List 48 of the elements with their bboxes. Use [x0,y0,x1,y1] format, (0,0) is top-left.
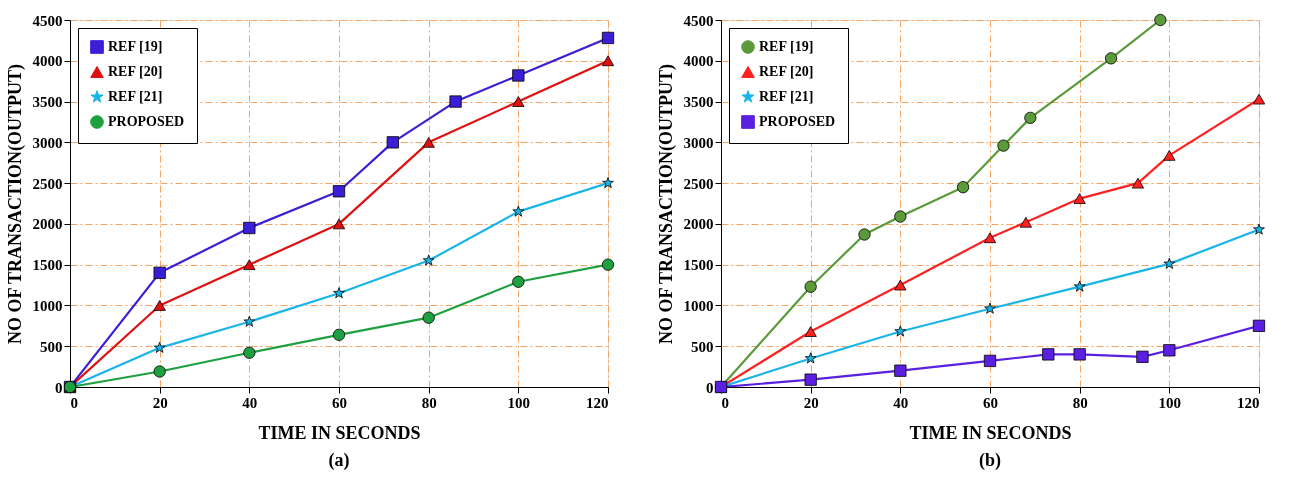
y-tick-label: 2000 [32,216,63,233]
legend-label: REF [20] [108,64,163,79]
x-tick-label: 40 [242,394,258,411]
y-tick-label: 3500 [683,94,714,111]
legend-label: REF [20] [759,64,814,79]
x-tick-label: 100 [1158,394,1182,411]
y-tick-label: 3000 [683,134,714,151]
y-tick-label: 0 [706,379,714,396]
x-axis-title: TIME IN SECONDS [258,422,421,443]
x-tick-label: 20 [152,394,168,411]
y-axis-title: NO OF TRANSACTION(OUTPUT) [4,63,26,345]
y-tick-label: 500 [40,338,63,355]
y-tick-label: 3000 [32,134,63,151]
x-axis-title: TIME IN SECONDS [909,422,1072,443]
legend-label: REF [19] [108,39,163,54]
x-tick-label: 20 [803,394,819,411]
legend-label: REF [19] [759,39,814,54]
x-tick-label: 60 [983,394,998,411]
y-tick-label: 4000 [32,53,63,70]
x-tick-label: 120 [586,394,609,411]
y-tick-label: 4500 [32,12,63,29]
y-tick-label: 1500 [683,257,714,274]
y-tick-label: 2000 [683,216,714,233]
y-tick-label: 4000 [683,53,714,70]
x-tick-label: 80 [421,394,437,411]
y-axis-title: NO OF TRANSACTION(OUTPUT) [655,63,677,345]
y-tick-label: 500 [691,338,714,355]
legend-label: REF [21] [759,89,814,104]
y-tick-label: 1000 [32,297,63,314]
text: (a) [328,450,350,471]
y-tick-label: 4500 [683,12,714,29]
y-tick-label: 2500 [32,175,63,192]
x-tick-label: 0 [70,394,78,411]
x-tick-label: 40 [893,394,909,411]
legend-label: REF [21] [108,89,163,104]
legend-label: PROPOSED [108,114,185,129]
legend-label: PROPOSED [759,114,836,129]
y-tick-label: 2500 [683,175,714,192]
x-tick-label: 100 [507,394,531,411]
y-tick-label: 1000 [683,297,714,314]
x-tick-label: 0 [721,394,729,411]
y-tick-label: 3500 [32,94,63,111]
x-tick-label: 60 [332,394,347,411]
x-tick-label: 120 [1237,394,1260,411]
y-tick-label: 0 [55,379,63,396]
x-tick-label: 80 [1072,394,1088,411]
text: (b) [979,450,1001,471]
y-tick-label: 1500 [32,257,63,274]
